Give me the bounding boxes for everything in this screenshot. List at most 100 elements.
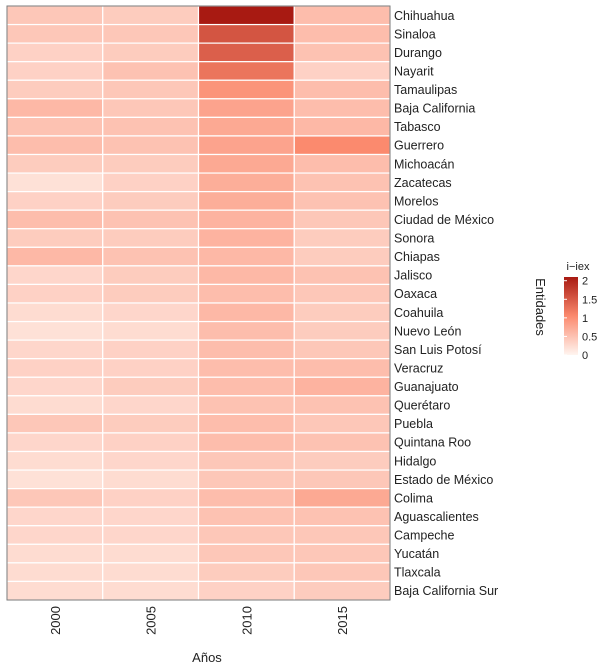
heatmap-cell [102,209,200,230]
heatmap-cell [197,42,295,63]
heatmap-cell [293,450,391,471]
heatmap-cell [6,450,104,471]
heatmap-cell [6,432,104,453]
heatmap-cell [197,450,295,471]
heatmap-cell [293,135,391,156]
legend-tick-label: 1 [582,313,588,325]
heatmap-cell [6,543,104,564]
y-tick-label: Chihuahua [394,9,455,23]
heatmap-cell [197,228,295,248]
heatmap-cell [197,469,295,490]
heatmap-cell [197,246,295,267]
y-tick-label: Chiapas [394,250,440,264]
heatmap-cell [197,320,295,341]
x-axis-tick-labels: 2000 2005 2010 2015 [48,606,350,635]
y-tick-label: Yucatán [394,547,439,561]
heatmap-cell [6,339,104,360]
heatmap-cell [102,450,200,471]
heatmap-cell [293,302,391,323]
heatmap-cell [197,432,295,453]
y-tick-label: Veracruz [394,361,443,375]
heatmap-cell [102,395,200,415]
heatmap-cell [6,302,104,323]
heatmap-cell [197,543,295,564]
heatmap-cell [293,246,391,267]
heatmap-cell [102,228,200,248]
heatmap-cell [6,488,104,508]
heatmap-cell [197,79,295,100]
heatmap-cell [6,209,104,230]
heatmap-cell [6,246,104,267]
heatmap-cell [197,283,295,304]
y-tick-label: Baja California Sur [394,584,498,598]
heatmap-cell [197,506,295,527]
heatmap-cell [293,469,391,490]
heatmap-cell [293,339,391,360]
heatmap-cell [197,562,295,583]
heatmap-cell [6,413,104,434]
x-tick-label: 2000 [48,606,63,635]
y-tick-label: Campeche [394,529,454,543]
heatmap-cells [6,5,391,601]
heatmap-cell [197,98,295,118]
heatmap-cell [6,320,104,341]
heatmap-cell [293,320,391,341]
heatmap-cell [6,153,104,174]
y-tick-label: Ciudad de México [394,213,494,227]
heatmap-cell [197,5,295,26]
heatmap-cell [293,580,391,601]
heatmap-cell [6,376,104,397]
heatmap-cell [102,283,200,304]
heatmap-cell [293,413,391,434]
heatmap-cell [6,228,104,248]
y-tick-label: Nayarit [394,64,434,78]
heatmap-cell [102,339,200,360]
heatmap-cell [197,358,295,378]
heatmap-cell [197,525,295,545]
heatmap-cell [6,469,104,490]
heatmap-cell [197,172,295,193]
heatmap-cell [293,209,391,230]
heatmap-cell [293,376,391,397]
heatmap-cell [293,283,391,304]
heatmap-cell [197,153,295,174]
legend-ticks: 0 0.5 1 1.5 2 [564,276,597,362]
x-tick-label: 2005 [144,606,159,635]
heatmap-cell [293,79,391,100]
heatmap-cell [293,5,391,26]
heatmap-cell [102,172,200,193]
legend-tick-label: 2 [582,276,588,288]
heatmap-cell [197,265,295,286]
heatmap-cell [197,395,295,415]
heatmap-cell [197,376,295,397]
heatmap-cell [293,358,391,378]
heatmap-cell [102,5,200,26]
heatmap-cell [293,488,391,508]
heatmap-cell [102,320,200,341]
y-tick-label: Jalisco [394,269,432,283]
heatmap-cell [102,191,200,211]
heatmap-cell [293,116,391,137]
heatmap-cell [6,580,104,601]
heatmap-cell [6,116,104,137]
y-tick-label: Colima [394,491,433,505]
heatmap-cell [102,543,200,564]
heatmap-cell [293,525,391,545]
heatmap-cell [197,135,295,156]
heatmap-cell [102,246,200,267]
y-tick-label: Nuevo León [394,324,461,338]
heatmap-cell [6,358,104,378]
heatmap-cell [6,135,104,156]
heatmap-cell [6,506,104,527]
y-tick-label: Guanajuato [394,380,459,394]
heatmap-cell [102,469,200,490]
heatmap-cell [102,376,200,397]
heatmap-cell [293,98,391,118]
heatmap-cell [197,413,295,434]
heatmap-cell [293,153,391,174]
y-tick-label: Sonora [394,232,434,246]
heatmap-cell [293,42,391,63]
heatmap-cell [197,23,295,44]
heatmap-cell [102,153,200,174]
y-tick-label: Aguascalientes [394,510,479,524]
